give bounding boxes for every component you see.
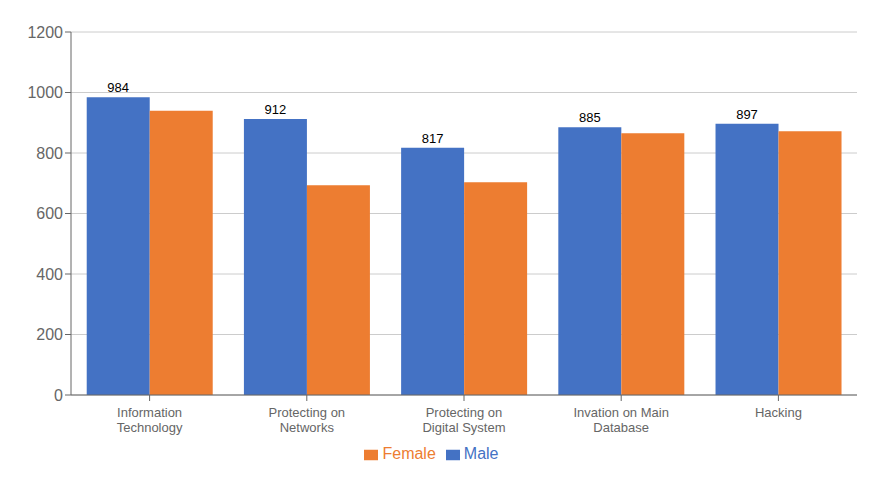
svg-text:200: 200 (36, 326, 63, 343)
svg-text:Protecting onNetworks: Protecting onNetworks (268, 405, 345, 435)
svg-text:800: 800 (36, 145, 63, 162)
svg-text:0: 0 (54, 387, 63, 404)
html-text:Male: Male (463, 445, 499, 462)
svg-text:885: 885 (579, 110, 601, 125)
svg-text:1000: 1000 (27, 84, 63, 101)
svg-text:817: 817 (422, 131, 444, 146)
html-text:Female: Female (382, 445, 436, 462)
svg-text:InformationTechnology: InformationTechnology (117, 405, 183, 435)
svg-text:600: 600 (36, 205, 63, 222)
svg-text:912: 912 (265, 102, 287, 117)
svg-text:400: 400 (36, 266, 63, 283)
svg-text:897: 897 (736, 107, 758, 122)
svg-text:Invation on MainDatabase: Invation on MainDatabase (573, 405, 668, 435)
svg-text:984: 984 (107, 80, 129, 95)
svg-text:Protecting onDigital System: Protecting onDigital System (422, 405, 505, 435)
svg-text:Hacking: Hacking (755, 405, 802, 420)
svg-text:1200: 1200 (27, 24, 63, 41)
